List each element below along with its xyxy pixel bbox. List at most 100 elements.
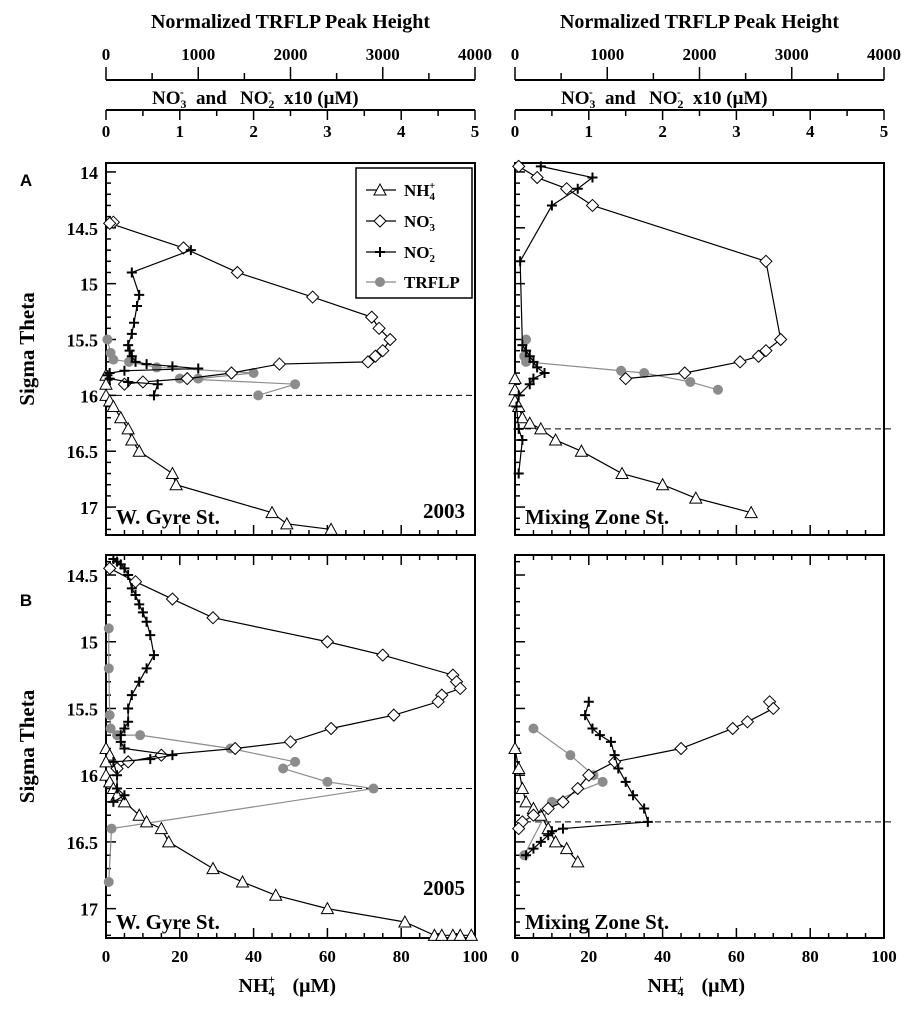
second-axis-title: and	[605, 88, 636, 109]
trflp-point	[685, 376, 696, 387]
y-tick-label: 14.5	[67, 219, 99, 239]
y-tick-label: 15.5	[67, 331, 99, 351]
no3-point	[773, 332, 788, 347]
top-axis-title: Normalized TRFLP Peak Height	[560, 11, 839, 33]
panel-frame	[514, 554, 885, 939]
no2-point	[511, 401, 522, 412]
top-axis-tick-label: 4000	[458, 45, 492, 64]
nitrite-axis-title-part: NO2-	[649, 86, 684, 111]
y-tick-label: 16.5	[67, 833, 99, 853]
top-axis-tick-label: 1000	[590, 45, 624, 64]
legend-entry-label: NH4+	[404, 180, 436, 203]
nh4-point	[511, 761, 526, 775]
no2-point	[148, 650, 159, 661]
nh4-point	[139, 814, 154, 828]
no2-point	[583, 696, 594, 707]
no3-point	[376, 343, 390, 358]
no2-point	[513, 468, 524, 479]
top-axis-tick-label: 4000	[867, 45, 901, 64]
second-axis-tick-label: 4	[806, 122, 815, 141]
nh4-point	[165, 466, 180, 480]
no3-point	[387, 708, 401, 722]
no2-point	[193, 363, 204, 374]
y-axis-title: Sigma Theta	[15, 292, 39, 406]
row-label-b: B	[20, 591, 32, 610]
trflp-point	[278, 763, 289, 774]
no3-point	[541, 801, 555, 816]
nh4-point	[570, 854, 585, 868]
nh4-point	[117, 794, 132, 808]
no2-point	[613, 763, 624, 774]
no3-point	[121, 755, 135, 769]
row-label-a: A	[20, 171, 32, 190]
no3-point	[283, 735, 298, 749]
no3-point	[272, 357, 287, 371]
panel-A-right: Mixing Zone St.	[508, 159, 892, 536]
no2-point	[108, 796, 119, 807]
bottom-axis-tick-label: 80	[393, 947, 410, 966]
nh4-point	[320, 901, 335, 915]
second-axis-tick-label: 2	[249, 122, 258, 141]
no3-point	[102, 561, 117, 576]
no2-point	[148, 390, 159, 401]
no2-point	[517, 340, 528, 351]
no2-point	[104, 373, 115, 384]
bottom-axis-tick-label: 0	[102, 947, 111, 966]
trflp-point	[104, 710, 115, 721]
no3-point	[320, 635, 335, 649]
nh4-point	[398, 914, 412, 928]
nh4-point	[464, 928, 479, 941]
no2-point	[115, 736, 126, 747]
trflp-point	[106, 823, 117, 834]
legend-entry-label: NO2-	[404, 242, 436, 265]
y-tick-label: 17	[80, 498, 98, 518]
no2-point	[134, 289, 145, 300]
trflp-point	[103, 623, 114, 634]
top-axis-tick-label: 2000	[683, 45, 717, 64]
nh4-point	[132, 444, 147, 457]
no3-point	[154, 748, 169, 762]
no3-point	[740, 715, 755, 729]
legend-trflp-marker	[375, 277, 385, 287]
legend-entry-label: TRFLP	[404, 273, 460, 292]
no3-point	[364, 310, 379, 324]
nh4-point	[688, 491, 703, 504]
year-label: 2005	[423, 876, 465, 900]
nh4-point	[515, 781, 530, 795]
bottom-axis-tick-label: 0	[511, 947, 520, 966]
no3-point	[511, 821, 526, 836]
no2-point	[134, 599, 145, 610]
year-label: 2003	[423, 499, 465, 523]
second-axis-tick-label: 3	[732, 122, 741, 141]
no2-point	[572, 183, 583, 194]
no2-point	[513, 423, 524, 434]
no2-point	[131, 300, 142, 311]
second-axis-tick-label: 3	[323, 122, 332, 141]
panel-B-left: 14.5 15 15.5 16 16.5 17 W. Gyre St. 2005	[67, 554, 479, 941]
y-tick-label: 15	[80, 275, 98, 295]
no2-point	[108, 756, 119, 767]
second-axis-tick-label: 1	[585, 122, 594, 141]
series-line-no3	[107, 221, 391, 385]
bottom-axis-tick-label: 60	[728, 947, 745, 966]
no2-point	[126, 351, 137, 362]
bottom-axis-tick-label: 20	[580, 947, 597, 966]
no2-point	[137, 607, 148, 618]
y-tick-label: 16.5	[67, 442, 99, 462]
trflp-point	[521, 356, 532, 367]
second-axis-unit: x10 (μM)	[693, 88, 768, 109]
no3-point	[206, 611, 220, 625]
second-axis-unit: x10 (μM)	[284, 88, 359, 109]
second-axis-tick-label: 2	[658, 122, 667, 141]
y-tick-label: 16	[80, 766, 98, 786]
second-axis-tick-label: 5	[471, 122, 480, 141]
legend-no2-marker	[375, 247, 385, 257]
bottom-axis-unit: (μM)	[702, 975, 746, 997]
no3-point	[368, 349, 383, 363]
top-axis-tick-label: 1000	[181, 45, 215, 64]
nh4-point	[574, 444, 589, 457]
panel-B-right: Mixing Zone St.	[508, 554, 892, 939]
trflp-point	[290, 756, 301, 767]
no2-point	[123, 570, 134, 581]
no2-point	[528, 356, 539, 367]
